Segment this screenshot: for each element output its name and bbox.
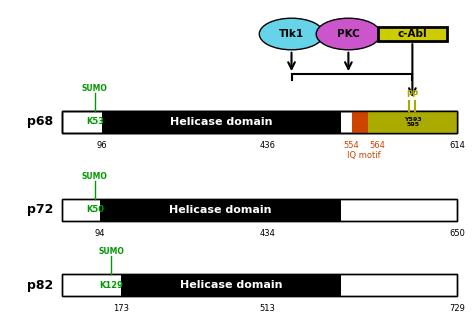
Text: Helicase domain: Helicase domain — [169, 205, 272, 215]
Bar — [62, 111, 457, 133]
Text: 564: 564 — [369, 141, 385, 150]
Text: SUMO: SUMO — [82, 84, 108, 93]
Bar — [352, 111, 368, 133]
Bar — [62, 274, 457, 296]
Text: IQ motif: IQ motif — [347, 151, 381, 160]
Bar — [62, 274, 457, 296]
Text: Y593
595: Y593 595 — [404, 117, 421, 127]
Text: 614: 614 — [449, 141, 465, 150]
Text: Helicase domain: Helicase domain — [170, 117, 273, 127]
Text: 554: 554 — [344, 141, 360, 150]
Text: 434: 434 — [260, 229, 276, 238]
Text: SUMO: SUMO — [99, 247, 124, 256]
Text: K129: K129 — [100, 281, 123, 290]
Text: 729: 729 — [449, 304, 465, 313]
Text: K50: K50 — [86, 206, 104, 215]
Text: p72: p72 — [27, 204, 54, 216]
Bar — [121, 274, 341, 296]
Text: PP: PP — [406, 90, 419, 99]
Bar — [100, 199, 341, 221]
Text: 513: 513 — [260, 304, 276, 313]
Bar — [368, 111, 457, 133]
Text: 96: 96 — [97, 141, 107, 150]
Text: 94: 94 — [94, 229, 105, 238]
Bar — [378, 27, 447, 41]
Text: p68: p68 — [27, 115, 54, 129]
Bar — [62, 111, 457, 133]
Text: c-Abl: c-Abl — [398, 29, 427, 39]
Text: 650: 650 — [449, 229, 465, 238]
Bar — [102, 111, 341, 133]
Bar — [62, 199, 457, 221]
Text: PKC: PKC — [337, 29, 360, 39]
Text: K53: K53 — [86, 117, 104, 126]
Text: p82: p82 — [27, 279, 54, 291]
Text: 173: 173 — [113, 304, 129, 313]
Bar — [62, 111, 457, 133]
Text: 436: 436 — [260, 141, 276, 150]
Text: SUMO: SUMO — [82, 172, 108, 181]
Ellipse shape — [316, 18, 381, 50]
Text: Helicase domain: Helicase domain — [180, 280, 283, 290]
Bar — [62, 199, 457, 221]
Ellipse shape — [259, 18, 324, 50]
Text: Tlk1: Tlk1 — [279, 29, 304, 39]
